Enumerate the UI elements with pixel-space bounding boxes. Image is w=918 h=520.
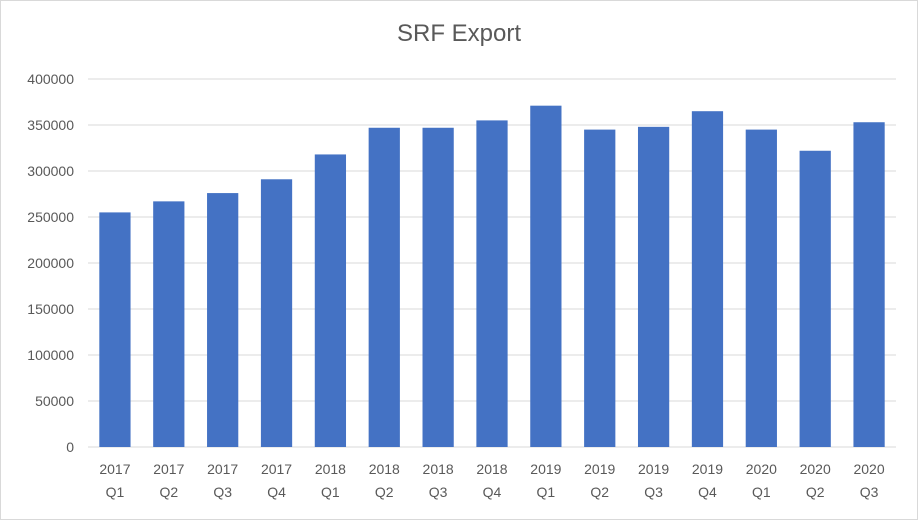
x-tick-label-quarter: Q1 [537,484,556,500]
x-tick-label-year: 2020 [853,461,884,477]
y-tick-label: 50000 [35,393,74,409]
y-tick-label: 250000 [27,209,74,225]
bar-2020-q2 [799,150,831,447]
bar-2018-q4 [476,120,508,448]
x-tick-label-year: 2019 [692,461,723,477]
y-tick-label: 200000 [27,255,74,271]
bar-2019-q2 [584,129,616,447]
x-tick-label-quarter: Q2 [590,484,609,500]
x-tick-label-year: 2017 [261,461,292,477]
bar-2019-q3 [637,126,670,447]
bar-2017-q3 [207,193,239,447]
x-tick-label-quarter: Q2 [159,484,178,500]
bar-2017-q1 [99,212,131,447]
x-tick-label-year: 2020 [746,461,777,477]
bar-2018-q3 [422,127,454,447]
x-tick-label-year: 2019 [638,461,669,477]
bar-2017-q2 [153,201,185,447]
x-tick-label-year: 2017 [207,461,238,477]
x-tick-label-year: 2018 [315,461,346,477]
bar-2020-q1 [745,129,777,447]
y-tick-label: 100000 [27,347,74,363]
y-tick-label: 350000 [27,117,74,133]
x-tick-label-year: 2019 [530,461,561,477]
x-tick-label-year: 2018 [476,461,507,477]
y-tick-label: 400000 [27,71,74,87]
x-tick-label-year: 2017 [153,461,184,477]
y-tick-label: 0 [66,439,74,455]
y-tick-label: 150000 [27,301,74,317]
bar-2018-q1 [314,154,347,447]
bar-2018-q2 [368,127,400,447]
x-tick-label-quarter: Q1 [752,484,771,500]
x-tick-label-quarter: Q3 [860,484,879,500]
bar-2020-q3 [853,122,885,448]
bar-2017-q4 [260,179,293,447]
x-axis-labels: 2017 Q1 2017 Q2 2017 Q3 2017 Q4 2018 Q1 2018 Q2 2018… [99,461,884,500]
x-tick-label-quarter: Q2 [806,484,825,500]
x-tick-label-year: 2018 [369,461,400,477]
x-tick-label-quarter: Q1 [321,484,340,500]
y-tick-label: 300000 [27,163,74,179]
x-tick-label-quarter: Q4 [698,484,717,500]
x-tick-label-year: 2019 [584,461,615,477]
x-tick-label-quarter: Q4 [267,484,286,500]
chart-title: SRF Export [396,20,522,47]
x-tick-label-quarter: Q3 [429,484,448,500]
x-tick-label-year: 2020 [800,461,831,477]
x-tick-label-year: 2018 [423,461,454,477]
x-tick-label-quarter: Q3 [213,484,232,500]
x-tick-label-year: 2017 [99,461,130,477]
bar-2019-q1 [530,105,562,448]
bars [99,105,885,448]
x-tick-label-quarter: Q2 [375,484,394,500]
x-tick-label-quarter: Q4 [483,484,502,500]
bar-2019-q4 [691,111,724,447]
x-tick-label-quarter: Q1 [106,484,125,500]
y-axis-labels: 0 50000 100000 150000 200000 250000 300000 3500… [27,71,74,455]
x-tick-label-quarter: Q3 [644,484,663,500]
